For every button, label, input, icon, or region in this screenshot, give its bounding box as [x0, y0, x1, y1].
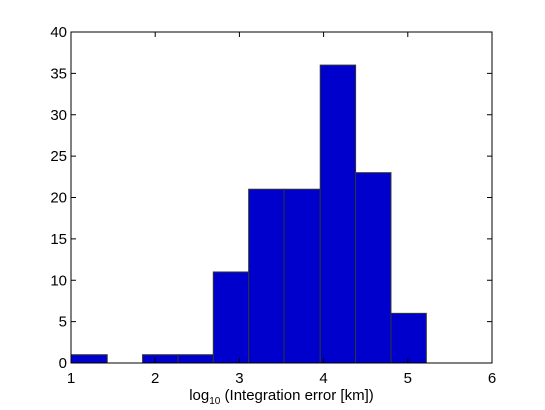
x-tick-label: 2	[151, 370, 159, 387]
y-axis-ticks: 0 5 10 15 20 25 30 35 40	[50, 24, 492, 372]
histogram-bar	[390, 312, 427, 364]
histogram-bar	[248, 188, 285, 364]
y-tick-label: 25	[50, 148, 67, 165]
y-tick-label: 35	[50, 65, 67, 82]
x-axis-label-subscript: 10	[209, 396, 221, 407]
x-axis-ticks: 1 2 3 4 5 6	[67, 32, 496, 387]
bars-group	[70, 64, 427, 364]
y-tick-label: 15	[50, 231, 67, 248]
x-axis-label-prefix: log	[189, 387, 209, 404]
y-tick-label: 40	[50, 24, 67, 41]
x-tick-label: 5	[404, 370, 412, 387]
x-axis-label-suffix: (Integration error [km])	[220, 387, 373, 404]
histogram-bar	[212, 271, 250, 364]
x-tick-label: 3	[235, 370, 243, 387]
x-tick-label: 4	[319, 370, 327, 387]
y-tick-label: 0	[59, 355, 67, 372]
histogram-bar	[355, 172, 392, 364]
y-tick-label: 5	[59, 314, 67, 331]
histogram-bar	[177, 354, 214, 364]
y-tick-label: 30	[50, 107, 67, 124]
histogram-bar	[142, 354, 179, 364]
histogram-bar	[283, 188, 321, 364]
y-tick-label: 20	[50, 190, 67, 207]
histogram-bar	[70, 354, 108, 364]
x-axis-label: log10 (Integration error [km])	[189, 387, 374, 407]
histogram-bar	[319, 64, 357, 364]
x-tick-label: 6	[488, 370, 496, 387]
x-tick-label: 1	[67, 370, 75, 387]
y-tick-label: 10	[50, 272, 67, 289]
